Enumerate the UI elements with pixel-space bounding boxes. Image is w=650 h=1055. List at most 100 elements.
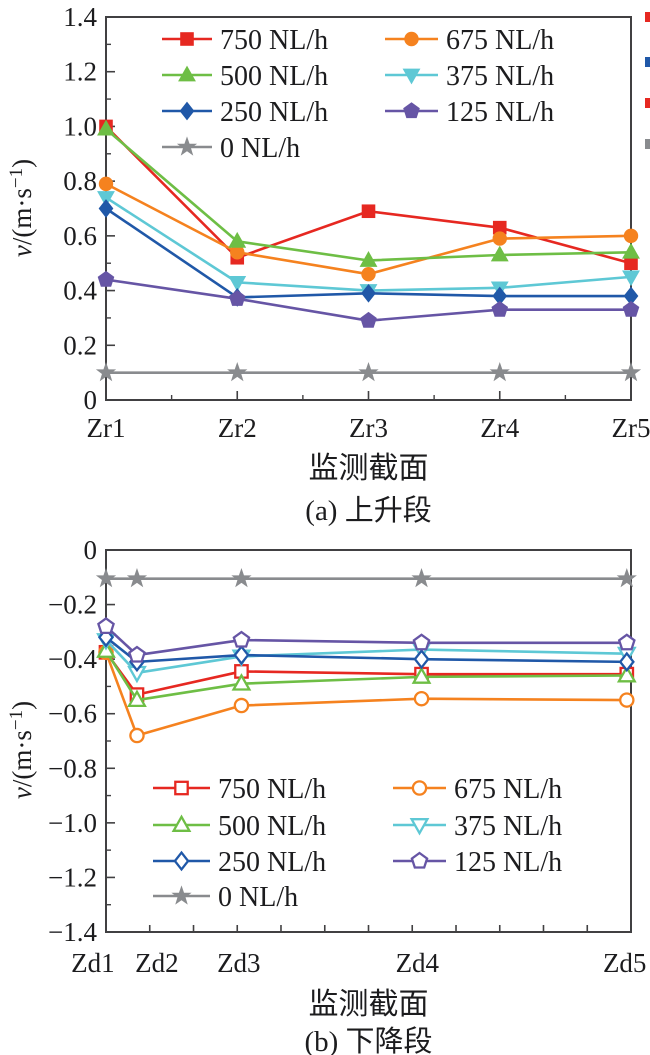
y-tick-label: −0.2 — [48, 590, 97, 620]
y-tick-label: −0.8 — [48, 753, 97, 783]
data-point-marker — [359, 251, 378, 267]
edge-mark — [645, 98, 650, 108]
series-250NLh — [97, 627, 635, 673]
legend-label: 375 NL/h — [446, 61, 554, 92]
data-point-marker — [619, 692, 635, 708]
data-point-marker — [231, 568, 252, 588]
legend: 750 NL/h 675 NL/h 500 NL/h 375 NL/h 250 NL/h… — [162, 25, 554, 164]
legend-item-250NLh: 250 NL/h — [153, 847, 326, 878]
series-0NLh — [95, 362, 642, 382]
series-500NLh — [96, 640, 637, 708]
data-point-marker — [231, 673, 252, 691]
legend-label: 500 NL/h — [220, 61, 328, 92]
data-point-marker — [492, 231, 507, 246]
x-category-label: Zr1 — [87, 413, 126, 443]
data-point-marker — [95, 362, 117, 382]
data-point-marker — [228, 231, 247, 248]
legend-label: 250 NL/h — [218, 847, 326, 878]
y-tick-label: 0 — [84, 535, 98, 565]
data-point-marker — [622, 270, 640, 287]
y-tick-label: −0.4 — [48, 644, 97, 674]
legend-marker — [411, 780, 428, 796]
y-axis-title: v/(m·s−1) — [6, 701, 37, 799]
series-125NLh — [97, 616, 636, 663]
x-category-label: Zd5 — [603, 948, 647, 978]
data-point-marker — [618, 651, 635, 673]
data-point-marker — [490, 245, 509, 262]
data-point-marker — [411, 666, 432, 684]
data-point-marker — [129, 727, 145, 744]
data-point-marker — [97, 616, 115, 635]
legend-marker — [173, 850, 190, 872]
data-point-marker — [622, 242, 640, 259]
x-category-label: Zr3 — [349, 413, 388, 443]
x-category-label: Zd4 — [396, 948, 440, 978]
data-point-marker — [97, 119, 115, 136]
data-point-marker — [97, 191, 115, 207]
panel-caption: (a) 上升段 — [305, 494, 431, 527]
x-category-label: Zr5 — [612, 413, 650, 443]
x-axis-title: 监测截面 — [309, 452, 429, 485]
data-point-marker — [227, 362, 248, 382]
y-tick-label: −1.0 — [48, 808, 97, 838]
page-edge-artifacts — [645, 12, 650, 149]
legend-item-375NLh: 375 NL/h — [393, 811, 562, 842]
legend-marker — [179, 101, 195, 121]
legend-item-250NLh: 250 NL/h — [162, 97, 328, 128]
legend-marker — [403, 102, 420, 119]
legend-item-675NLh: 675 NL/h — [393, 774, 562, 805]
legend-item-675NLh: 675 NL/h — [385, 25, 554, 56]
legend-label: 0 NL/h — [220, 133, 300, 164]
x-axis — [105, 925, 632, 932]
series-500NLh — [97, 119, 640, 267]
legend-item-125NLh: 125 NL/h — [393, 847, 562, 878]
data-point-marker — [413, 648, 430, 670]
legend-marker — [171, 885, 192, 905]
y-tick-label: 0 — [84, 385, 98, 415]
legend-item-0NLh: 0 NL/h — [162, 133, 300, 164]
legend-item-750NLh: 750 NL/h — [162, 25, 328, 56]
legend-label: 0 NL/h — [218, 882, 298, 913]
data-point-marker — [616, 568, 637, 588]
data-point-marker — [489, 362, 510, 382]
legend-label: 250 NL/h — [220, 97, 328, 128]
series-line — [105, 639, 627, 675]
data-point-marker — [232, 630, 251, 648]
y-tick-label: 0.4 — [63, 276, 97, 306]
legend-label: 125 NL/h — [446, 97, 554, 128]
legend-marker — [180, 32, 194, 46]
y-axis: 0 0.2 0.4 0.6 0.8 1.0 1.2 1.4 — [63, 2, 115, 415]
data-point-marker — [98, 176, 114, 192]
data-point-marker — [617, 633, 636, 651]
legend-label: 675 NL/h — [446, 25, 554, 56]
y-axis-title: v/(m·s−1) — [6, 159, 37, 257]
legend-marker — [171, 814, 192, 832]
x-category-label: Zr2 — [218, 413, 257, 443]
data-point-marker — [233, 697, 250, 714]
legend-item-500NLh: 500 NL/h — [153, 811, 326, 842]
x-category-label: Zd3 — [217, 948, 261, 978]
data-point-marker — [126, 568, 148, 588]
x-axis — [105, 391, 632, 400]
series-0NLh — [95, 568, 637, 588]
panel-caption: (b) 下降段 — [304, 1025, 432, 1055]
y-tick-label: 1.2 — [63, 57, 97, 87]
data-point-marker — [95, 568, 117, 588]
x-axis-title: 监测截面 — [309, 988, 429, 1021]
legend-item-750NLh: 750 NL/h — [153, 774, 326, 805]
legend-label: 375 NL/h — [454, 811, 562, 842]
y-tick-label: −0.6 — [48, 699, 97, 729]
legend-item-125NLh: 125 NL/h — [385, 97, 554, 128]
data-point-marker — [361, 204, 376, 219]
data-point-marker — [228, 290, 246, 306]
series-675NLh — [98, 176, 639, 282]
legend-label: 675 NL/h — [454, 774, 562, 805]
data-point-marker — [411, 568, 432, 588]
data-point-marker — [623, 228, 639, 244]
legend-item-0NLh: 0 NL/h — [153, 882, 298, 913]
y-tick-label: 1.0 — [63, 111, 97, 141]
data-point-marker — [98, 199, 114, 218]
data-point-marker — [491, 300, 509, 317]
